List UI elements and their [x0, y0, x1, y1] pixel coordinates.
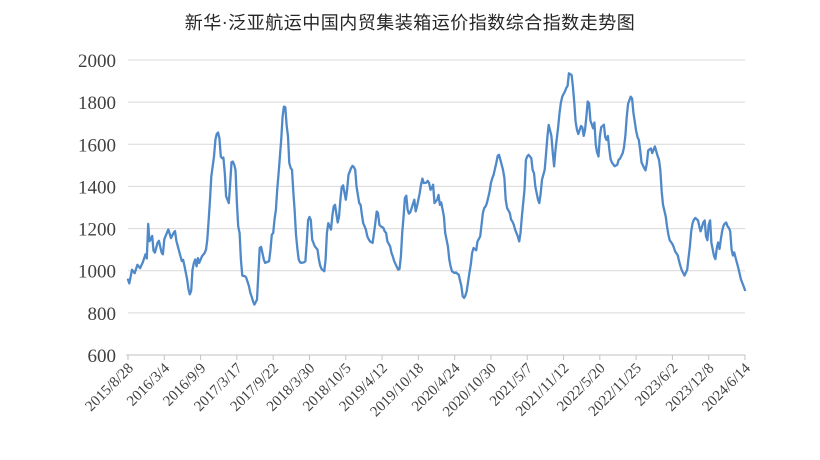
y-axis-label: 1400: [78, 177, 116, 198]
series-layer: [126, 72, 747, 306]
gridlines-layer: [128, 59, 745, 314]
y-axis-label: 600: [88, 346, 117, 367]
axis-labels-layer: 2015/8/282016/3/42016/9/92017/3/172017/9…: [78, 51, 754, 420]
y-axis-label: 1200: [78, 220, 116, 241]
y-axis-label: 1000: [78, 262, 116, 283]
y-axis-label: 800: [88, 304, 117, 325]
chart-title: 新华·泛亚航运中国内贸集装箱运价指数综合指数走势图: [184, 13, 636, 33]
index-line-series: [126, 72, 747, 306]
y-axis-label: 1600: [78, 135, 116, 156]
x-axis-label: 2015/8/28: [82, 361, 136, 415]
y-axis-label: 2000: [78, 51, 116, 72]
y-axis-label: 1800: [78, 93, 116, 114]
axes-layer: [126, 354, 746, 360]
